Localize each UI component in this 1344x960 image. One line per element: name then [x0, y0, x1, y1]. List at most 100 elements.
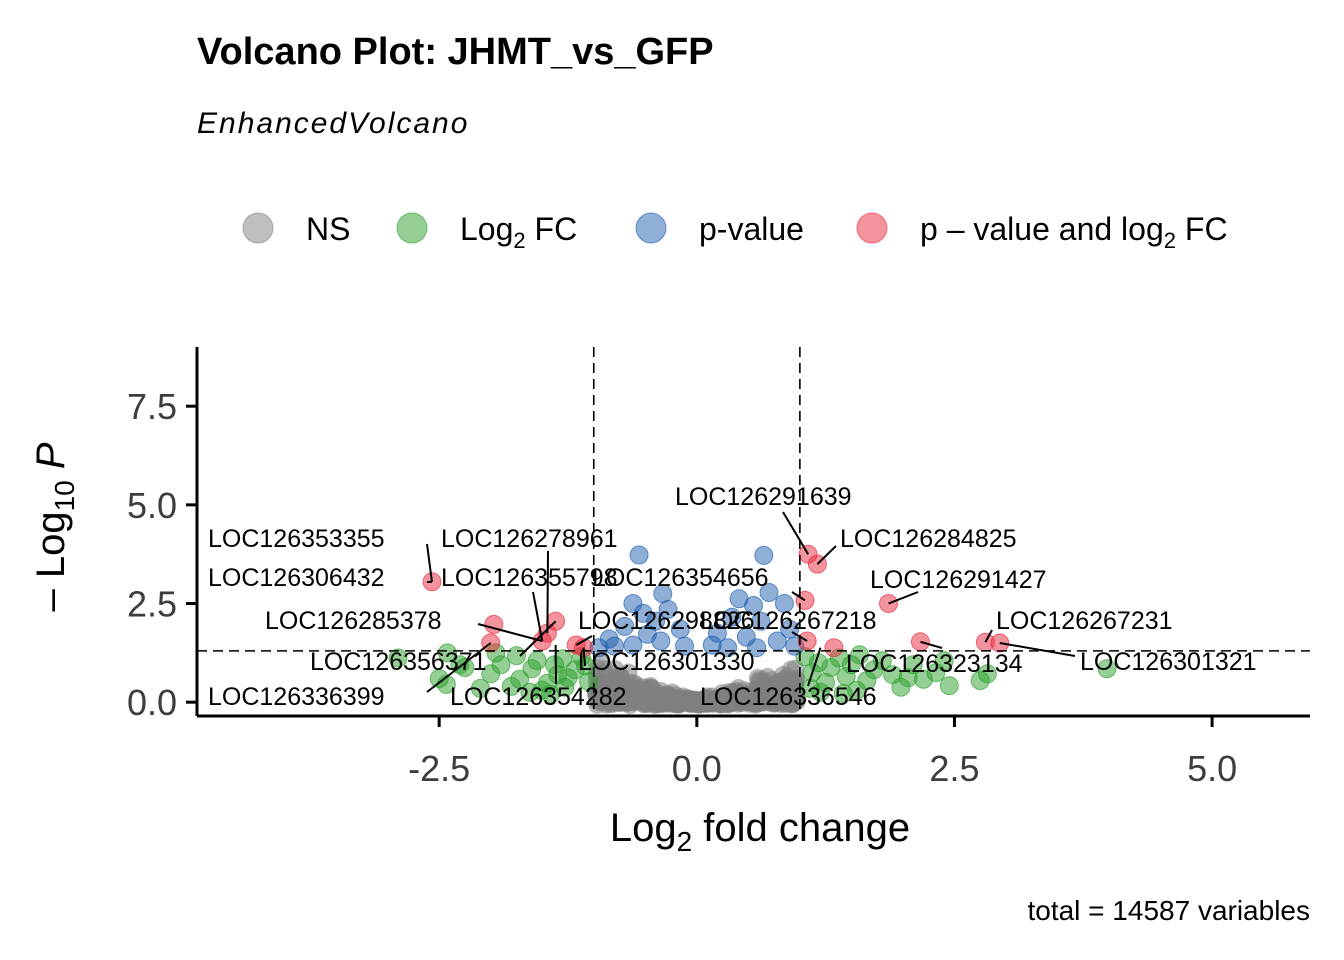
ns-point	[611, 682, 630, 701]
gene-label-group: LOC126285378	[265, 607, 543, 642]
pvalue-point	[615, 616, 635, 636]
gene-label: LOC126306432	[208, 564, 385, 592]
x-tick-label: 0.0	[672, 748, 722, 789]
log2fc-point	[520, 682, 540, 702]
log2fc-point	[939, 676, 959, 696]
ns-point	[698, 694, 717, 713]
log2fc-point	[553, 649, 573, 669]
pvalue-point	[767, 631, 787, 651]
legend-item-pvalue: p-value	[635, 211, 804, 247]
legend: NS Log2 FC p-value p – value and log2 FC	[242, 211, 1228, 253]
gene-label-connector	[999, 642, 1076, 657]
legend-item-ns: NS	[242, 211, 350, 247]
both-point	[797, 631, 817, 651]
gene-label-connector	[920, 640, 943, 649]
gene-label-group: LOC126306432	[208, 564, 433, 592]
ns-point	[724, 687, 743, 706]
gene-label: LOC126267231	[996, 607, 1173, 635]
gene-label: LOC126285378	[265, 607, 442, 635]
log2fc-point	[555, 677, 575, 697]
x-tick-label: 2.5	[929, 748, 979, 789]
gene-label-group: LOC126323134	[846, 640, 1023, 678]
legend-label: p – value and log2 FC	[920, 211, 1228, 253]
log2fc-point	[872, 651, 892, 671]
log2fc-point	[501, 676, 521, 696]
y-tick-label: 5.0	[127, 485, 177, 526]
legend-swatch	[856, 212, 888, 244]
gene-label-group: LOC126336399	[208, 642, 492, 711]
gene-label-group: LOC126301330	[578, 647, 755, 676]
both-point	[910, 632, 930, 652]
legend-item-log2fc: Log2 FC	[396, 211, 577, 253]
gene-label-connector	[582, 647, 586, 667]
log2fc-point	[891, 677, 911, 697]
gene-label-group: LOC126354282	[450, 644, 627, 711]
both-point	[990, 633, 1010, 653]
x-tick-label: -2.5	[408, 748, 470, 789]
gene-label-connector	[984, 629, 993, 643]
x-tick-label: 5.0	[1187, 748, 1237, 789]
ns-point	[775, 690, 794, 709]
gene-label-connector	[426, 642, 492, 693]
pvalue-point	[658, 599, 678, 619]
log2fc-point	[527, 651, 547, 671]
gene-label-group: LOC126354656	[592, 564, 806, 602]
pvalue-point	[629, 545, 649, 565]
gene-label-group: LOC126291639	[675, 483, 852, 555]
gene-label-group: LOC126284825	[816, 525, 1017, 565]
gene-label: LOC126354656	[592, 564, 769, 592]
axes: -2.5 0.0 2.5 5.0 0.0 2.5 5.0 7.5	[127, 347, 1310, 789]
gene-label-connector	[791, 591, 806, 602]
x-axis-title: Log2 fold change	[610, 806, 910, 857]
gene-label: LOC126267218	[700, 607, 877, 635]
gene-label-group: LOC126301321	[999, 642, 1257, 676]
ns-point	[758, 688, 777, 707]
log2fc-point	[470, 678, 490, 698]
gene-label-group: LOC126291427	[870, 566, 1047, 605]
pvalue-point	[754, 545, 774, 565]
gene-label-connector	[807, 647, 822, 687]
ns-point	[764, 674, 783, 693]
gene-label: LOC126301321	[1080, 648, 1257, 676]
gene-label: LOC126284825	[840, 525, 1017, 553]
gene-label-group: LOC126267231	[984, 607, 1173, 643]
gene-label-group: LOC126298826	[575, 607, 755, 646]
log2fc-point	[811, 682, 830, 702]
gene-label: LOC126354282	[450, 683, 627, 711]
log2fc-point	[388, 648, 408, 668]
ns-point	[642, 679, 661, 698]
pvalue-point	[774, 594, 794, 613]
caption: total = 14587 variables	[1027, 895, 1310, 926]
pvalue-point	[744, 596, 763, 615]
gene-label-connector	[575, 635, 593, 646]
gene-label-group: LOC126356371	[310, 620, 557, 676]
gene-label-group: LOC126355798	[441, 564, 618, 642]
gene-label: LOC126353355	[208, 525, 385, 553]
gene-label-connector	[546, 550, 549, 634]
gene-label-connector	[888, 591, 919, 605]
legend-swatch	[242, 212, 274, 244]
gene-label-connector	[519, 620, 557, 657]
gene-label: LOC126323134	[846, 650, 1023, 678]
gene-label-connector	[477, 623, 543, 642]
plot-area	[197, 347, 1310, 716]
y-tick-label: 0.0	[127, 682, 177, 723]
ns-point	[592, 654, 611, 673]
log2fc-point	[833, 684, 853, 703]
gene-label: LOC126298826	[578, 607, 755, 635]
gene-label-group: LOC126267218	[700, 607, 877, 642]
log2fc-point	[429, 669, 449, 688]
y-tick-label: 2.5	[127, 584, 177, 625]
gene-label: LOC126355798	[441, 564, 618, 592]
gene-label: LOC126336399	[208, 683, 385, 711]
y-axis-title: – Log10 P	[29, 442, 80, 611]
pvalue-point	[747, 638, 767, 658]
pvalue-point	[623, 635, 643, 655]
gene-label-group: LOC126353355	[208, 525, 433, 582]
ns-points	[586, 654, 807, 715]
both-point	[824, 638, 844, 658]
pvalue-point	[759, 583, 779, 602]
gene-label-connector	[782, 511, 809, 555]
log2fc-point	[934, 651, 954, 671]
